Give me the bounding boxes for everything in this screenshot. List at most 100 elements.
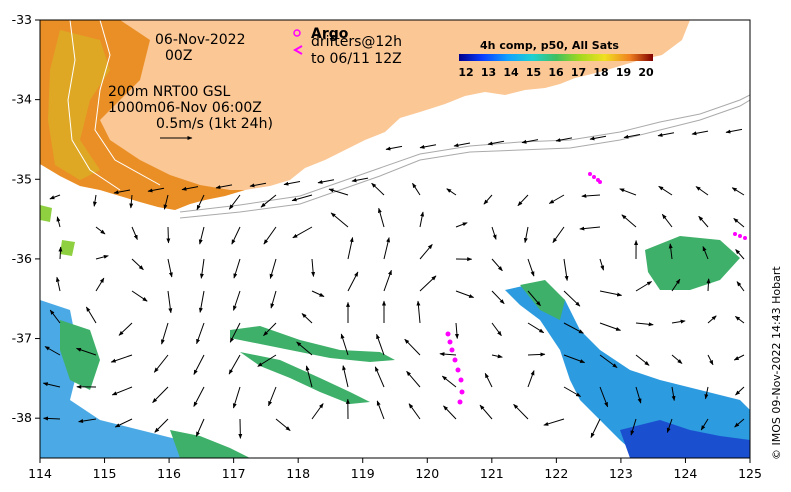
x-tick-label: 124 (674, 466, 698, 481)
sst-contour (67, 20, 121, 191)
current-arrow (563, 322, 584, 334)
current-arrow (695, 186, 709, 196)
current-arrow (198, 290, 205, 313)
current-arrow (231, 226, 241, 245)
current-arrow (635, 386, 642, 404)
current-arrow (181, 186, 199, 191)
current-arrow (163, 194, 169, 210)
current-arrow (228, 354, 241, 375)
current-arrow (160, 322, 169, 345)
current-arrow (111, 386, 133, 396)
current-arrow (702, 246, 709, 260)
depth-line-2: 1000m06-Nov 06:00Z (108, 100, 262, 116)
date-line-1: 06-Nov-2022 (155, 32, 246, 48)
current-arrow (301, 313, 313, 324)
current-arrow (668, 243, 673, 260)
current-arrow (228, 194, 241, 210)
colorbar-tick-label: 19 (616, 66, 631, 79)
current-arrow (152, 386, 169, 403)
sst-green-right (520, 280, 565, 320)
current-arrow (704, 386, 709, 400)
sst-green-left (60, 320, 100, 390)
current-arrow (700, 418, 709, 431)
current-arrow (443, 405, 457, 420)
current-arrow (110, 354, 133, 363)
argo-label: Argo (311, 26, 349, 42)
current-arrow (555, 137, 573, 143)
current-arrow (95, 254, 109, 260)
current-arrow (733, 354, 745, 361)
current-arrow (491, 226, 497, 240)
current-arrow (661, 213, 673, 228)
current-arrow (579, 226, 601, 231)
current-arrow (131, 258, 144, 271)
current-arrow (487, 140, 505, 146)
y-axis: -33 -34 -35 -36 -37 -38 (12, 12, 40, 425)
current-arrow (311, 290, 325, 297)
current-arrow (446, 188, 457, 196)
current-arrow (249, 182, 267, 188)
current-arrow (43, 416, 61, 421)
colorbar-title: 4h comp, p50, All Sats (480, 39, 619, 52)
x-axis: 114 115 116 117 118 119 120 121 122 123 124 125 (28, 458, 762, 481)
current-arrow (630, 418, 637, 436)
current-arrow (453, 142, 471, 148)
current-arrow (131, 226, 138, 241)
sst-cool-left (40, 300, 240, 458)
x-tick-label: 116 (157, 466, 181, 481)
current-arrow (268, 386, 277, 407)
current-arrow (260, 194, 277, 208)
current-arrow (441, 375, 457, 388)
current-arrow (383, 269, 392, 292)
x-tick-label: 122 (544, 466, 568, 481)
current-arrow (621, 214, 637, 228)
colorbar-tick-label: 16 (548, 66, 564, 79)
current-arrow (56, 216, 61, 228)
current-arrow (92, 194, 97, 207)
current-arrow (166, 226, 171, 244)
current-arrow (412, 182, 421, 196)
colorbar-tick-label: 17 (571, 66, 586, 79)
sst-deep-right (620, 420, 750, 458)
drifter-legend-icon (292, 45, 303, 55)
isobath-1000m (179, 99, 750, 219)
current-arrow (371, 182, 385, 196)
current-arrow (491, 258, 503, 272)
current-arrow (292, 226, 313, 239)
y-tick-label: -37 (12, 331, 32, 346)
current-arrow (44, 346, 61, 356)
current-arrow (455, 222, 468, 228)
y-tick-label: -33 (12, 12, 32, 27)
current-arrow (78, 418, 97, 423)
current-arrow (658, 185, 673, 196)
current-arrow (735, 386, 745, 396)
current-arrow (199, 258, 205, 279)
current-arrow (619, 188, 637, 196)
current-arrow (232, 386, 241, 409)
current-arrow (599, 322, 621, 331)
x-tick-label: 119 (351, 466, 375, 481)
current-arrow (95, 226, 106, 235)
current-arrow (129, 194, 134, 209)
current-arrow (581, 193, 601, 198)
current-arrow (233, 290, 241, 311)
current-arrow (521, 139, 539, 144)
current-arrow (635, 354, 650, 366)
current-arrow (406, 370, 421, 388)
current-arrow (706, 278, 711, 292)
colorbar-tick-label: 15 (526, 66, 541, 79)
current-arrow (377, 207, 385, 228)
current-arrow (347, 237, 354, 260)
sst-contour (94, 20, 161, 186)
current-arrow (589, 135, 607, 141)
x-tick-label: 123 (609, 466, 633, 481)
current-arrow (552, 226, 565, 244)
current-arrow (635, 281, 653, 292)
current-arrow (167, 290, 173, 314)
current-arrow (347, 271, 359, 292)
current-arrow (735, 316, 745, 324)
x-tick-label: 125 (738, 466, 762, 481)
current-arrow (698, 215, 709, 228)
sst-cool-right (505, 282, 750, 458)
